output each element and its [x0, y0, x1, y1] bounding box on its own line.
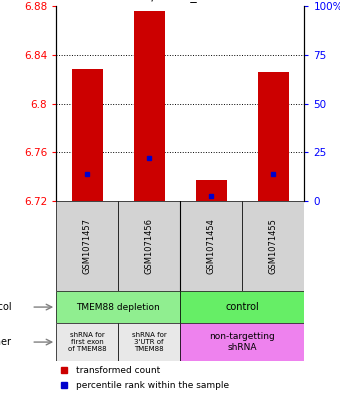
Bar	[134, 11, 165, 201]
Bar	[56, 323, 118, 361]
Text: GSM1071455: GSM1071455	[269, 218, 278, 274]
Text: protocol: protocol	[0, 302, 12, 312]
Bar	[180, 323, 304, 361]
Bar	[242, 201, 304, 291]
Text: transformed count: transformed count	[76, 365, 160, 375]
Bar	[72, 70, 103, 201]
Bar	[258, 72, 289, 201]
Text: shRNA for
3'UTR of
TMEM88: shRNA for 3'UTR of TMEM88	[132, 332, 167, 352]
Text: non-targetting
shRNA: non-targetting shRNA	[209, 332, 275, 352]
Bar	[180, 201, 242, 291]
Text: shRNA for
first exon
of TMEM88: shRNA for first exon of TMEM88	[68, 332, 106, 352]
Bar	[56, 201, 118, 291]
Bar	[180, 291, 304, 323]
Text: GSM1071457: GSM1071457	[83, 218, 91, 274]
Text: control: control	[225, 302, 259, 312]
Text: GDS5077 / ILMN_2256953: GDS5077 / ILMN_2256953	[88, 0, 252, 2]
Bar	[118, 201, 180, 291]
Text: GSM1071456: GSM1071456	[145, 218, 154, 274]
Bar	[118, 323, 180, 361]
Text: TMEM88 depletion: TMEM88 depletion	[76, 303, 160, 312]
Bar	[56, 291, 180, 323]
Text: percentile rank within the sample: percentile rank within the sample	[76, 381, 229, 390]
Text: GSM1071454: GSM1071454	[207, 218, 216, 274]
Text: other: other	[0, 337, 12, 347]
Bar	[196, 180, 227, 201]
